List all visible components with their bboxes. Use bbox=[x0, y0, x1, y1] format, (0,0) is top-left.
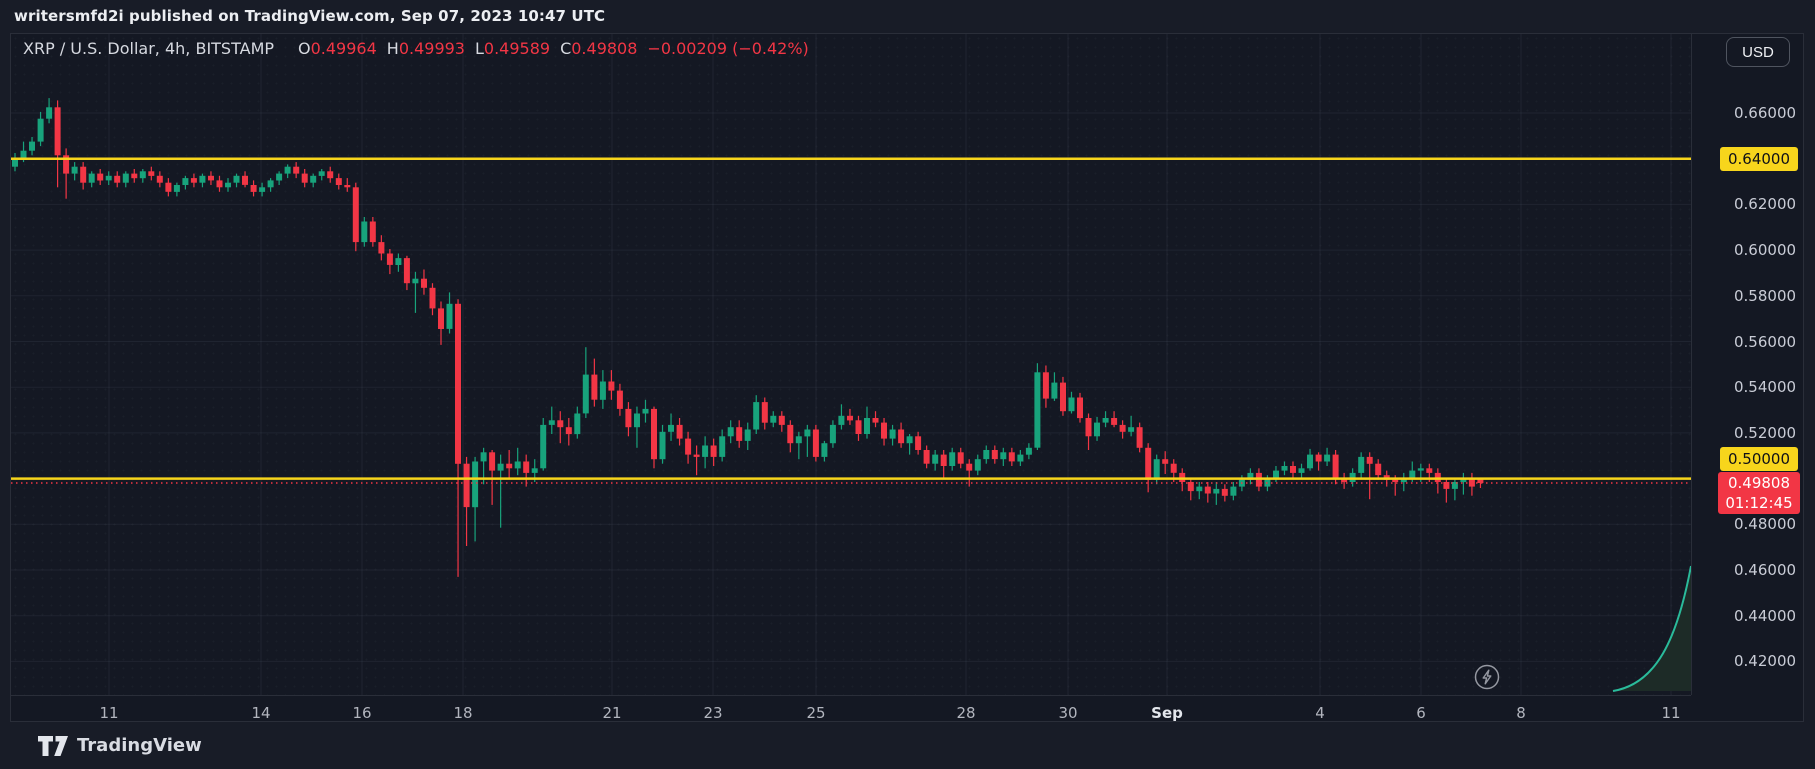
published-text: writersmfd2i published on TradingView.co… bbox=[14, 7, 606, 25]
lightning-icon bbox=[1474, 664, 1500, 690]
tradingview-link[interactable]: TradingView bbox=[38, 735, 202, 756]
last-price-badge: 0.49808 01:12:45 bbox=[1718, 471, 1800, 514]
chart-widget: XRP / U.S. Dollar, 4h, BITSTAMP O0.49964 H… bbox=[10, 33, 1804, 722]
time-tick: 25 bbox=[806, 704, 826, 722]
low-value: 0.49589 bbox=[483, 39, 551, 58]
close-value: 0.49808 bbox=[571, 39, 638, 58]
price-tick: 0.46000 bbox=[1734, 561, 1797, 579]
time-tick: 6 bbox=[1416, 704, 1426, 722]
time-tick: 4 bbox=[1315, 704, 1325, 722]
time-tick: 30 bbox=[1058, 704, 1078, 722]
high-label: H bbox=[386, 39, 399, 58]
published-bar: writersmfd2i published on TradingView.co… bbox=[0, 0, 1815, 33]
chart-legend: XRP / U.S. Dollar, 4h, BITSTAMP O0.49964 H… bbox=[23, 39, 809, 61]
time-tick: 18 bbox=[453, 704, 473, 722]
time-tick: 16 bbox=[352, 704, 372, 722]
last-price-value: 0.49808 bbox=[1727, 473, 1791, 492]
open-label: O bbox=[298, 39, 311, 58]
time-axis[interactable]: 11 14 16 18 21 23 25 28 30 Sep 4 6 8 11 bbox=[11, 695, 1691, 722]
candlestick-plot[interactable] bbox=[11, 34, 1691, 695]
footer-bar: TradingView bbox=[0, 722, 1815, 769]
price-tick: 0.66000 bbox=[1734, 104, 1797, 122]
level-label-064: 0.64000 bbox=[1720, 146, 1798, 171]
close-label: C bbox=[560, 39, 572, 58]
currency-toggle-button[interactable]: USD bbox=[1726, 37, 1790, 67]
high-value: 0.49993 bbox=[398, 39, 465, 58]
level-label-050: 0.50000 bbox=[1720, 446, 1798, 471]
tradingview-logo-icon bbox=[38, 735, 68, 756]
price-tick: 0.54000 bbox=[1734, 378, 1797, 397]
candlestick-canvas[interactable] bbox=[11, 34, 1691, 695]
time-tick: 14 bbox=[251, 704, 271, 722]
bar-countdown: 01:12:45 bbox=[1725, 493, 1793, 512]
low-label: L bbox=[474, 39, 484, 58]
open-value: 0.49964 bbox=[310, 39, 377, 58]
price-tick: 0.58000 bbox=[1734, 286, 1797, 305]
price-tick: 0.60000 bbox=[1734, 241, 1797, 260]
price-tick: 0.52000 bbox=[1734, 423, 1797, 442]
lightning-button[interactable] bbox=[1474, 664, 1500, 690]
tradingview-wordmark: TradingView bbox=[77, 735, 202, 756]
time-tick: 28 bbox=[956, 704, 976, 722]
price-tick: 0.44000 bbox=[1734, 606, 1797, 625]
price-tick: 0.42000 bbox=[1734, 652, 1797, 671]
time-tick: 23 bbox=[703, 704, 723, 722]
price-tick: 0.48000 bbox=[1734, 515, 1797, 534]
time-tick: 8 bbox=[1516, 704, 1526, 722]
time-tick: 11 bbox=[1661, 704, 1681, 722]
price-tick: 0.62000 bbox=[1734, 195, 1797, 214]
time-tick: Sep bbox=[1151, 704, 1183, 722]
symbol-title: XRP / U.S. Dollar, 4h, BITSTAMP bbox=[23, 39, 275, 58]
price-tick: 0.56000 bbox=[1734, 332, 1797, 351]
price-axis[interactable]: 0.64000 0.50000 0.49808 01:12:45 0.66000… bbox=[1691, 34, 1803, 695]
time-tick: 11 bbox=[99, 704, 119, 722]
time-tick: 21 bbox=[602, 704, 622, 722]
change-value: −0.00209 (−0.42%) bbox=[647, 39, 809, 58]
